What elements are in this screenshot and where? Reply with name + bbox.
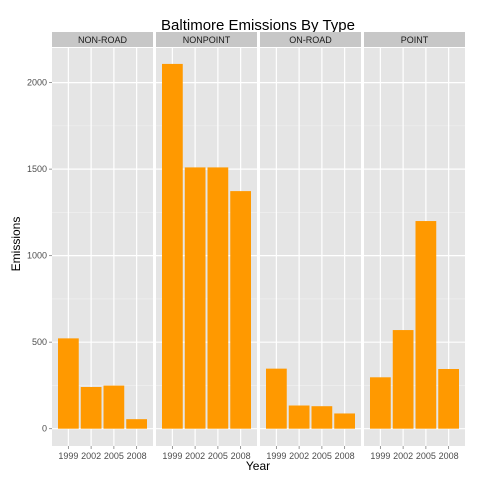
bar-non-road-2005 (103, 385, 125, 429)
bar-non-road-2002 (80, 386, 102, 429)
x-tick-label: 2002 (81, 451, 101, 461)
x-tick-label: 1999 (266, 451, 286, 461)
facet-strip (260, 32, 361, 47)
x-tick-label: 1999 (58, 451, 78, 461)
bar-on-road-2002 (288, 405, 310, 429)
bar-point-2008 (438, 368, 459, 429)
facet-strip-label: NON-ROAD (78, 35, 127, 45)
panel-non-road: NON-ROAD 1999 2002 2005 2008 (52, 32, 153, 461)
x-tick-label: 2008 (127, 451, 147, 461)
facet-strip-label: POINT (401, 35, 429, 45)
facet-strip-label: NONPOINT (183, 35, 231, 45)
facet-strip-label: ON-ROAD (289, 35, 332, 45)
x-tick-label: 2008 (439, 451, 459, 461)
bar-on-road-2005 (311, 406, 333, 429)
y-axis-title: Emissions (9, 217, 23, 272)
bar-nonpoint-2005 (207, 167, 229, 429)
bar-on-road-1999 (266, 368, 287, 429)
x-tick-label: 2005 (208, 451, 228, 461)
y-tick-label: 500 (32, 337, 47, 347)
y-tick-label: 1500 (27, 164, 47, 174)
x-tick-label: 2005 (416, 451, 436, 461)
y-tick-label: 0 (42, 424, 47, 434)
x-tick-label: 2008 (335, 451, 355, 461)
facet-strip (364, 32, 465, 47)
bar-point-2005 (415, 221, 437, 429)
chart-title: Baltimore Emissions By Type (161, 17, 355, 34)
bar-on-road-2008 (334, 413, 355, 429)
bar-nonpoint-2002 (184, 167, 206, 429)
y-axis: 0 500 1000 1500 2000 (27, 78, 52, 434)
panel-point: POINT 1999 2002 2005 2008 (364, 32, 465, 461)
y-tick-label: 1000 (27, 251, 47, 261)
bar-point-1999 (370, 377, 391, 429)
panel-on-road: ON-ROAD 1999 2002 2005 2008 (260, 32, 361, 461)
x-tick-label: 2008 (231, 451, 251, 461)
bar-non-road-2008 (126, 419, 147, 429)
facet-strip (156, 32, 257, 47)
x-tick-label: 2005 (312, 451, 332, 461)
x-tick-label: 2002 (289, 451, 309, 461)
x-tick-label: 1999 (162, 451, 182, 461)
bar-point-2002 (392, 330, 414, 429)
bar-non-road-1999 (58, 338, 79, 429)
bar-nonpoint-1999 (162, 63, 183, 429)
x-tick-label: 2002 (185, 451, 205, 461)
bar-nonpoint-2008 (230, 191, 251, 429)
panel-nonpoint: NONPOINT 1999 2002 2005 2008 (156, 32, 257, 461)
x-tick-label: 1999 (370, 451, 390, 461)
x-axis-title: Year (246, 459, 270, 473)
x-tick-label: 2005 (104, 451, 124, 461)
x-tick-label: 2002 (393, 451, 413, 461)
facet-strip (52, 32, 153, 47)
y-tick-label: 2000 (27, 78, 47, 88)
